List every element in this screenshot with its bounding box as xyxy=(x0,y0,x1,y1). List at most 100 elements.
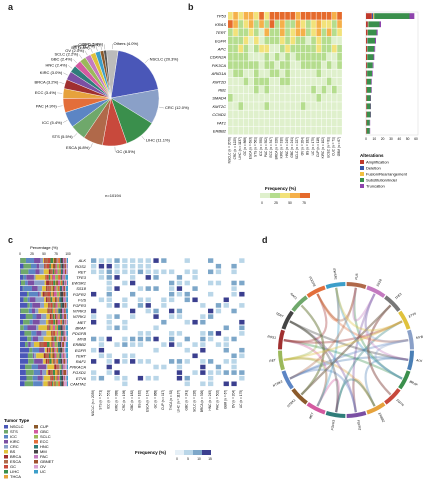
tumor-share-segment xyxy=(59,297,62,303)
heatmap-cell xyxy=(300,102,306,110)
tumor-share-segment xyxy=(64,308,66,314)
fusion-frequency-cell xyxy=(122,263,128,269)
tumor-share-segment xyxy=(45,347,47,353)
heatmap-cell xyxy=(311,36,316,45)
tumor-share-segment xyxy=(60,291,64,297)
tumor-share-segment xyxy=(47,358,48,364)
tumor-share-segment xyxy=(49,302,51,308)
fusion-frequency-cell xyxy=(122,297,128,303)
tumor-share-segment xyxy=(49,342,52,347)
tumor-share-segment xyxy=(57,308,59,314)
tumor-share-segment xyxy=(48,280,52,286)
tumor-share-segment xyxy=(46,347,49,353)
heatmap-cell xyxy=(300,44,306,53)
fusion-frequency-cell xyxy=(223,370,229,375)
tumor-share-segment xyxy=(60,302,63,308)
tumor-share-segment xyxy=(41,291,43,297)
alteration-legend-label: Amplification xyxy=(366,160,389,165)
tumor-share-segment xyxy=(20,269,21,275)
tumor-share-segment xyxy=(52,370,53,375)
tumor-share-segment xyxy=(45,358,48,364)
tumor-share-segment xyxy=(62,319,63,325)
tumor-share-segment xyxy=(25,314,33,319)
tumor-share-segment xyxy=(27,302,30,308)
tumor-share-segment xyxy=(52,302,54,308)
tumor-share-segment xyxy=(52,308,56,314)
alteration-bar-segment xyxy=(376,29,378,36)
tumor-share-segment xyxy=(28,291,39,297)
chord-gene-label: SS18 xyxy=(376,278,383,287)
alteration-bar-segment xyxy=(370,111,371,118)
tumor-share-segment xyxy=(58,364,60,370)
pie-slice xyxy=(106,49,119,99)
frequency-legend-tick: 75 xyxy=(302,201,306,205)
fusion-frequency-cell xyxy=(200,342,206,347)
bar-axis-tick: 50 xyxy=(406,137,410,141)
chord-gene-label: NTRK1 xyxy=(286,398,296,408)
tumor-share-segment xyxy=(46,274,49,280)
heatmap-cell xyxy=(233,110,238,119)
fusion-frequency-cell xyxy=(192,319,198,325)
tumor-share-segment xyxy=(29,302,33,308)
fusion-frequency-cell xyxy=(91,291,97,297)
tumor-share-segment xyxy=(59,269,61,275)
tumor-share-segment xyxy=(51,330,53,336)
tumor-share-segment xyxy=(42,370,47,375)
tumor-share-segment xyxy=(66,286,68,291)
tumor-share-segment xyxy=(54,375,57,381)
heatmap-cell xyxy=(311,20,316,28)
fusion-frequency-cell xyxy=(114,275,120,280)
heatmap-gene-label: TP53 xyxy=(216,14,226,19)
heatmap-cell xyxy=(332,94,337,102)
tumor-share-segment xyxy=(36,325,39,331)
heatmap-cell xyxy=(228,28,233,37)
tumor-share-segment xyxy=(32,314,37,319)
fusion-frequency-cell xyxy=(231,263,237,269)
heatmap-cell xyxy=(259,77,264,86)
fusion-frequency-cell xyxy=(192,269,198,275)
chord-segment xyxy=(306,402,326,415)
tumor-share-segment xyxy=(66,353,68,359)
heatmap-cell xyxy=(233,44,238,53)
fusion-frequency-cell xyxy=(161,319,167,325)
tumor-share-segment xyxy=(47,325,49,331)
tumor-share-segment xyxy=(61,353,64,359)
tumor-share-segment xyxy=(58,314,60,319)
tumor-share-segment xyxy=(45,263,47,269)
tumor-share-segment xyxy=(60,269,63,275)
tumor-share-segment xyxy=(43,269,49,275)
tumor-share-segment xyxy=(56,353,59,359)
tumor-share-segment xyxy=(50,347,51,353)
frequency-legend-tick: 0 xyxy=(261,201,263,205)
alteration-bar-segment xyxy=(366,87,367,93)
heatmap-cell xyxy=(326,94,332,102)
chord-link xyxy=(352,293,376,413)
heatmap-cohort-label: CUC (n = 71) xyxy=(332,137,336,156)
heatmap-cell xyxy=(228,110,233,119)
heatmap-cell xyxy=(295,44,301,53)
tumor-share-segment xyxy=(63,325,65,331)
pie-slice-label: ECC (3.4%) xyxy=(35,90,57,95)
heatmap-cell xyxy=(306,36,311,45)
heatmap-cell xyxy=(306,53,311,61)
heatmap-cell xyxy=(254,102,259,110)
tumor-share-segment xyxy=(55,274,59,280)
tumor-share-segment xyxy=(43,336,52,342)
tumor-share-segment xyxy=(62,302,65,308)
tumor-share-segment xyxy=(42,375,44,381)
heatmap-cell xyxy=(269,28,275,37)
tumor-share-segment xyxy=(43,342,48,347)
c-frequency-legend-tick: 5 xyxy=(187,457,189,461)
heatmap-cell xyxy=(259,28,264,37)
tumor-share-segment xyxy=(50,302,53,308)
fusion-frequency-cell xyxy=(91,347,97,353)
fusion-frequency-cell xyxy=(192,297,198,303)
alteration-bar-segment xyxy=(366,13,372,19)
tumor-share-segment xyxy=(49,358,52,364)
tumor-share-segment xyxy=(22,286,24,291)
fusion-frequency-cell xyxy=(98,258,105,263)
heatmap-cell xyxy=(248,110,254,119)
tumor-share-segment xyxy=(50,263,54,269)
heatmap-cell xyxy=(332,77,337,86)
tumor-share-segment xyxy=(20,319,24,325)
